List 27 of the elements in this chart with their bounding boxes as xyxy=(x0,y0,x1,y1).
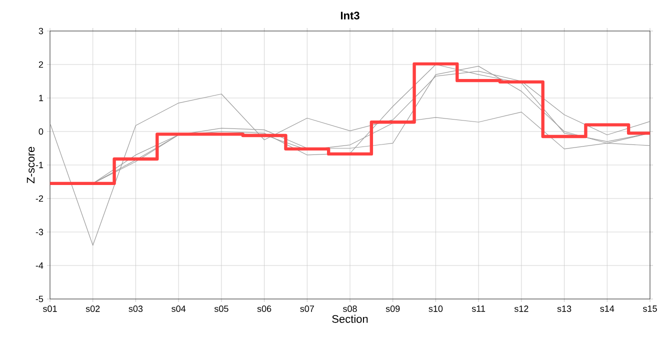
y-tick-label: 3 xyxy=(38,28,44,34)
y-tick-label: -3 xyxy=(36,228,44,236)
x-tick-label: s04 xyxy=(172,306,186,312)
x-tick-label: s11 xyxy=(472,306,486,312)
x-tick-label: s05 xyxy=(214,306,228,312)
x-axis-title: Section xyxy=(332,314,368,323)
x-tick-label: s09 xyxy=(386,306,400,312)
y-axis-title: Z-score xyxy=(26,146,35,184)
x-tick-label: s13 xyxy=(557,306,572,312)
x-tick-label: s01 xyxy=(43,306,57,312)
x-tick-label: s02 xyxy=(86,306,100,312)
x-tick-label: s15 xyxy=(643,306,657,312)
y-tick-label: -5 xyxy=(36,296,44,302)
chart-title: Int3 xyxy=(340,12,360,20)
y-tick-label: -4 xyxy=(36,262,44,269)
y-tick-label: 1 xyxy=(39,94,44,102)
x-tick-label: s07 xyxy=(300,306,314,312)
y-tick-label: -1 xyxy=(36,162,44,168)
x-tick-label: s14 xyxy=(600,306,614,312)
x-tick-label: s10 xyxy=(428,306,443,312)
y-tick-label: 2 xyxy=(38,61,44,68)
x-tick-label: s12 xyxy=(514,306,528,312)
y-tick-label: 0 xyxy=(38,128,44,135)
x-tick-label: s08 xyxy=(343,306,357,312)
x-tick-label: s06 xyxy=(257,306,272,312)
x-tick-label: s03 xyxy=(128,306,143,312)
y-tick-label: -2 xyxy=(36,195,44,202)
